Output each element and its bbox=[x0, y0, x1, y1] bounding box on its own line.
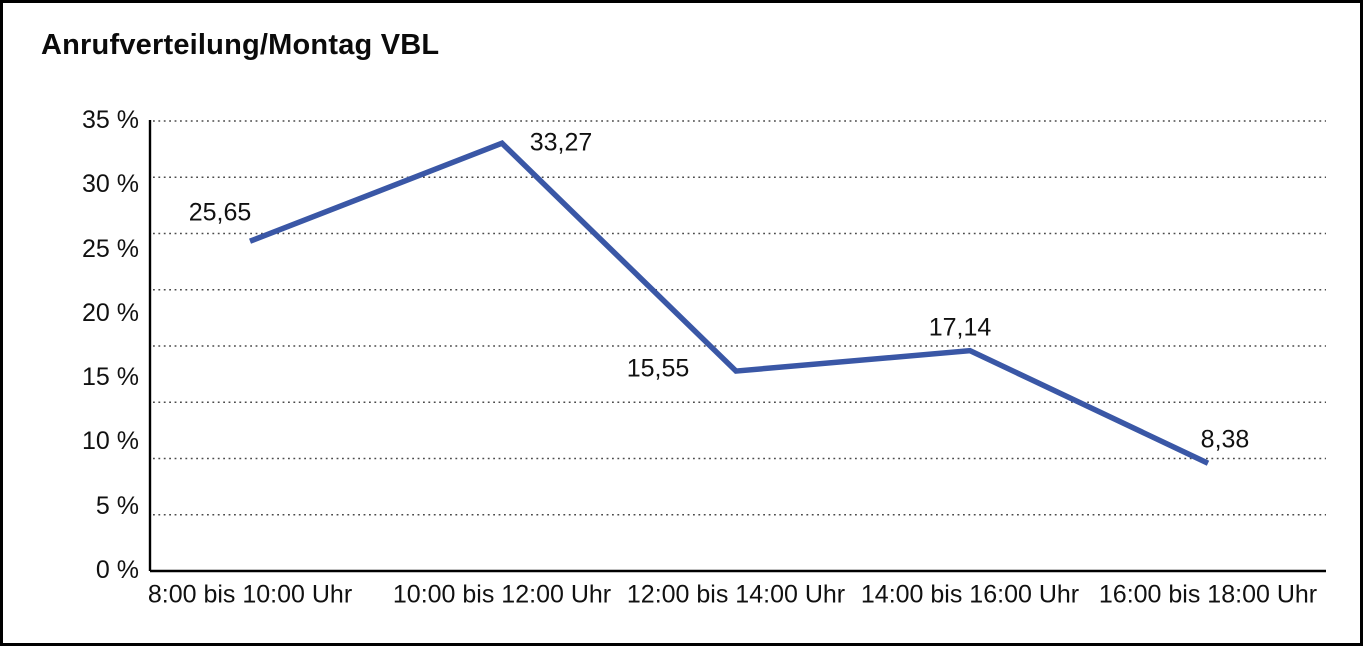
y-axis-tick-label: 15 % bbox=[82, 363, 139, 392]
y-axis-tick-label: 0 % bbox=[95, 555, 139, 584]
y-axis-tick-label: 20 % bbox=[82, 298, 139, 327]
data-point-label: 25,65 bbox=[188, 198, 252, 227]
x-axis-category-label: 10:00 bis 12:00 Uhr bbox=[392, 580, 612, 609]
x-axis-category-label: 8:00 bis 10:00 Uhr bbox=[147, 580, 353, 609]
x-axis-category-label: 12:00 bis 14:00 Uhr bbox=[626, 580, 846, 609]
chart-title: Anrufverteilung/Montag VBL bbox=[41, 29, 440, 61]
data-point-label: 8,38 bbox=[1200, 425, 1250, 454]
data-point-label: 33,27 bbox=[529, 128, 593, 157]
y-axis-tick-label: 30 % bbox=[82, 170, 139, 199]
y-axis-tick-label: 35 % bbox=[82, 105, 139, 134]
y-axis-tick-label: 10 % bbox=[82, 427, 139, 456]
x-axis-category-label: 14:00 bis 16:00 Uhr bbox=[860, 580, 1080, 609]
data-point-label: 15,55 bbox=[626, 354, 690, 383]
y-axis-tick-label: 5 % bbox=[95, 491, 139, 520]
x-axis-category-label: 16:00 bis 18:00 Uhr bbox=[1098, 580, 1318, 609]
data-point-label: 17,14 bbox=[928, 313, 992, 342]
data-line bbox=[249, 140, 1210, 466]
plot-area bbox=[148, 120, 1326, 573]
y-axis-tick-label: 25 % bbox=[82, 234, 139, 263]
